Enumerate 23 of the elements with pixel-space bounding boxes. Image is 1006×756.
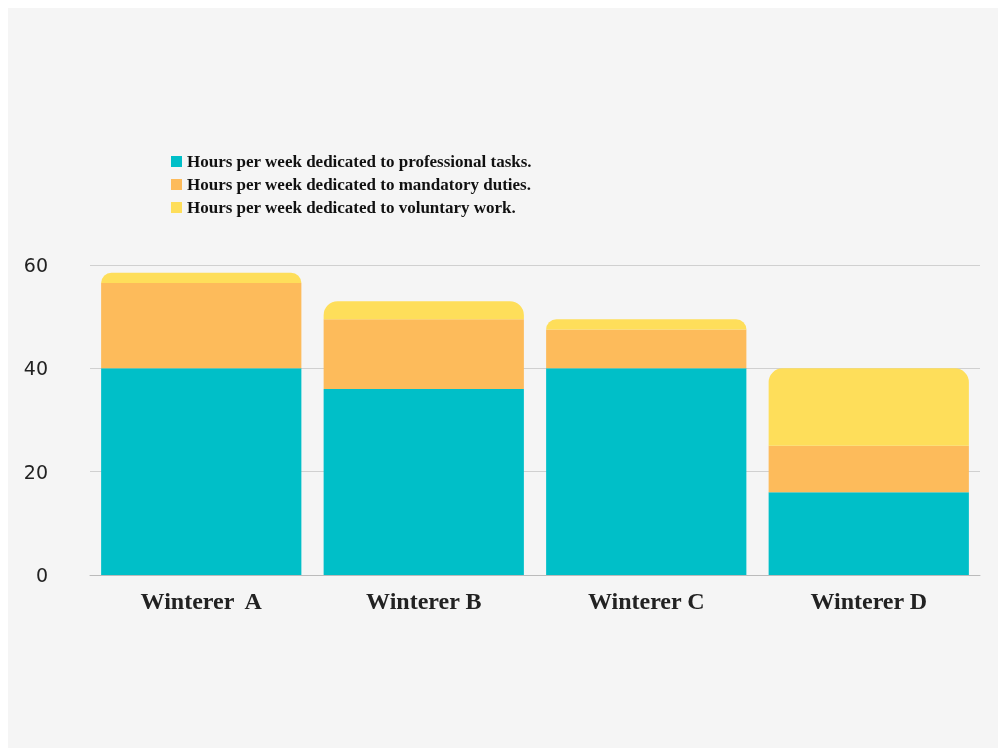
y-tick-label: 20: [23, 460, 48, 483]
x-tick-label: Winterer B: [366, 588, 482, 614]
bar: [768, 445, 969, 493]
legend-label: Hours per week dedicated to professional tasks.: [187, 152, 532, 171]
y-tick-label: 0: [35, 564, 48, 586]
bar: [323, 319, 524, 389]
bar: [323, 389, 524, 575]
bar: [546, 329, 747, 369]
x-tick-label: Winterer C: [587, 588, 705, 614]
bar: [101, 368, 302, 575]
bar: [546, 368, 747, 575]
x-tick-label: Winterer A: [140, 588, 263, 614]
y-tick-label: 40: [23, 357, 48, 380]
bar: [323, 301, 524, 320]
legend-label: Hours per week dedicated to mandatory duties.: [187, 175, 531, 194]
bar: [101, 272, 302, 284]
legend-label: Hours per week dedicated to voluntary work.: [187, 198, 516, 217]
bar: [101, 283, 302, 369]
bar: [768, 368, 969, 446]
bar: [768, 492, 969, 575]
bar: [546, 319, 747, 330]
x-tick-label: Winterer D: [810, 588, 928, 614]
y-tick-label: 60: [23, 254, 48, 276]
